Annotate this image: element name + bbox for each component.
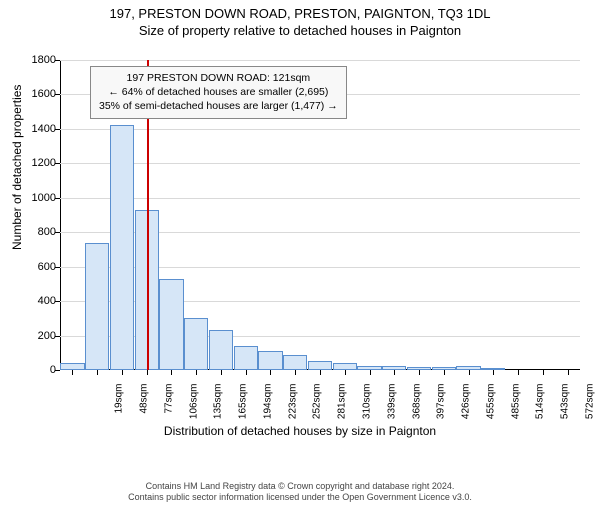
annotation-line-2: ← 64% of detached houses are smaller (2,… — [99, 85, 338, 99]
x-tick-mark — [370, 370, 371, 375]
chart-subtitle: Size of property relative to detached ho… — [0, 23, 600, 38]
chart-container: 197 PRESTON DOWN ROAD: 121sqm ← 64% of d… — [0, 50, 600, 430]
y-tick-label: 1600 — [16, 88, 56, 100]
y-tick-label: 600 — [16, 261, 56, 273]
histogram-bar — [308, 361, 332, 370]
grid-line — [60, 198, 580, 199]
histogram-bar — [60, 363, 84, 370]
y-axis-line — [60, 60, 61, 370]
histogram-bar — [184, 318, 208, 370]
footer-line-1: Contains HM Land Registry data © Crown c… — [0, 481, 600, 493]
x-tick-area: 19sqm48sqm77sqm106sqm135sqm165sqm194sqm2… — [60, 370, 580, 430]
plot-area: 197 PRESTON DOWN ROAD: 121sqm ← 64% of d… — [60, 60, 580, 370]
histogram-bar — [110, 125, 134, 370]
x-tick-mark — [270, 370, 271, 375]
y-tick-label: 1400 — [16, 123, 56, 135]
y-tick-label: 1200 — [16, 157, 56, 169]
x-tick-mark — [122, 370, 123, 375]
y-tick-label: 1000 — [16, 192, 56, 204]
x-tick-mark — [221, 370, 222, 375]
x-tick-mark — [543, 370, 544, 375]
y-tick-label: 800 — [16, 226, 56, 238]
x-tick-mark — [518, 370, 519, 375]
grid-line — [60, 60, 580, 61]
footer-attribution: Contains HM Land Registry data © Crown c… — [0, 481, 600, 504]
y-tick-label: 400 — [16, 295, 56, 307]
histogram-bar — [333, 363, 357, 370]
y-tick-label: 200 — [16, 330, 56, 342]
chart-title-address: 197, PRESTON DOWN ROAD, PRESTON, PAIGNTO… — [0, 6, 600, 21]
x-tick-mark — [147, 370, 148, 375]
annotation-box: 197 PRESTON DOWN ROAD: 121sqm ← 64% of d… — [90, 66, 347, 119]
x-tick-mark — [493, 370, 494, 375]
annotation-line-3: 35% of semi-detached houses are larger (… — [99, 99, 338, 113]
y-tick-label: 1800 — [16, 54, 56, 66]
x-tick-mark — [295, 370, 296, 375]
histogram-bar — [159, 279, 183, 370]
annotation-line-1: 197 PRESTON DOWN ROAD: 121sqm — [99, 71, 338, 85]
x-tick-mark — [72, 370, 73, 375]
x-tick-mark — [97, 370, 98, 375]
x-tick-mark — [196, 370, 197, 375]
x-axis-label: Distribution of detached houses by size … — [0, 424, 600, 438]
x-tick-mark — [345, 370, 346, 375]
histogram-bar — [209, 330, 233, 370]
x-tick-mark — [419, 370, 420, 375]
histogram-bar — [258, 351, 282, 370]
histogram-bar — [85, 243, 109, 370]
grid-line — [60, 163, 580, 164]
x-tick-mark — [246, 370, 247, 375]
x-tick-mark — [320, 370, 321, 375]
y-tick-label: 0 — [16, 364, 56, 376]
x-tick-mark — [568, 370, 569, 375]
footer-line-2: Contains public sector information licen… — [0, 492, 600, 504]
x-tick-mark — [394, 370, 395, 375]
x-tick-mark — [469, 370, 470, 375]
histogram-bar — [234, 346, 258, 370]
x-tick-mark — [171, 370, 172, 375]
x-tick-mark — [444, 370, 445, 375]
grid-line — [60, 129, 580, 130]
histogram-bar — [283, 355, 307, 371]
